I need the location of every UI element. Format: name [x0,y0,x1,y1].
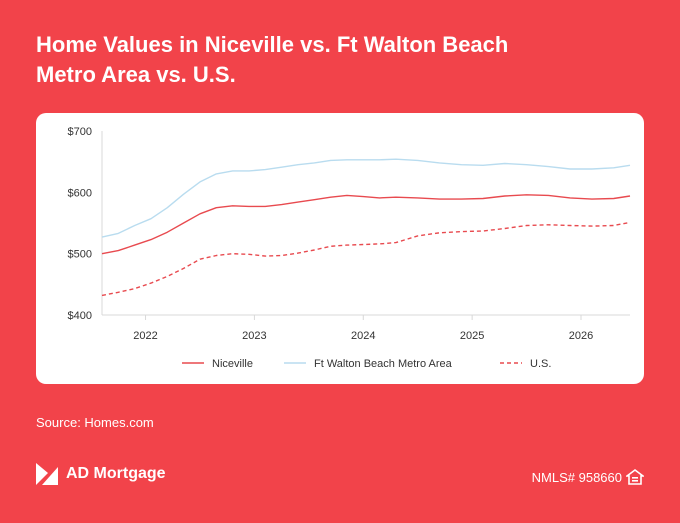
legend-label-1: Ft Walton Beach Metro Area [314,358,453,370]
equal-housing-icon [626,469,644,485]
source-note: Source: Homes.com [36,415,154,430]
series-line-1 [101,158,631,238]
chart-title-line-1: Home Values in Niceville vs. Ft Walton B… [36,32,509,57]
x-tick-label: 2024 [351,330,375,342]
x-tick-label: 2025 [460,330,484,342]
legend-label-2: U.S. [530,358,551,370]
x-tick-label: 2022 [133,330,157,342]
y-tick-label: $600 [68,187,92,199]
y-tick-label: $500 [68,249,92,261]
series-line-0 [101,194,631,255]
chart-title: Home Values in Niceville vs. Ft Walton B… [36,30,636,90]
series-line-2 [101,221,631,297]
brand-logo: AD Mortgage [36,462,166,486]
x-tick-label: 2023 [242,330,266,342]
line-chart: $700 $600 $500 $400 2022 2023 2024 2025 2026 Nice… [68,126,631,370]
ad-mortgage-logo-icon [36,463,58,485]
nmls-number: NMLS# 958660 [531,470,622,485]
y-tick-label: $400 [68,310,92,322]
y-tick-label: $700 [68,126,92,138]
legend-label-0: Niceville [212,358,253,370]
x-tick-label: 2026 [569,330,593,342]
chart-title-line-2: Metro Area vs. U.S. [36,62,236,87]
brand-name: AD Mortgage [66,465,166,482]
chart-card: $700 $600 $500 $400 2022 2023 2024 2025 2026 Nice… [36,113,644,384]
